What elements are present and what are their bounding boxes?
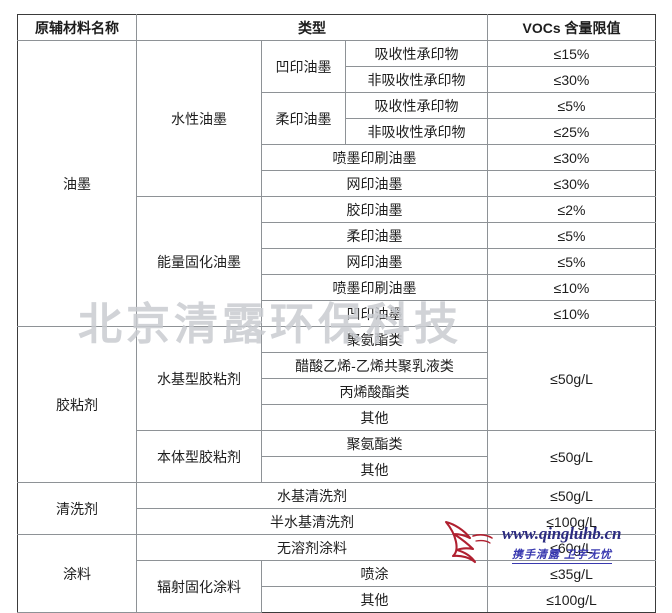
limit-value: ≤50g/L: [487, 482, 656, 509]
table-row: 半水基清洗剂 ≤100g/L: [18, 508, 656, 535]
item-other: 其他: [261, 586, 488, 613]
item-screen-ink: 网印油墨: [261, 248, 488, 275]
subgroup-bulk-adhesive: 本体型胶粘剂: [136, 430, 262, 483]
item-other: 其他: [261, 404, 488, 431]
subgroup-energy-curing-ink: 能量固化油墨: [136, 196, 262, 327]
limit-value: ≤100g/L: [487, 508, 656, 535]
item-solventfree-coating: 无溶剂涂料: [136, 534, 488, 561]
table-row: 涂料 无溶剂涂料 ≤60g/L: [17, 534, 656, 613]
limit-value: ≤60g/L: [487, 534, 656, 561]
limit-value: ≤5%: [487, 248, 656, 275]
subgroup-radiation-curing-coating: 辐射固化涂料: [136, 560, 262, 613]
header-material: 原辅材料名称: [17, 14, 137, 41]
table-row: 其他: [18, 456, 656, 483]
limit-value: ≤2%: [487, 196, 656, 223]
limit-value: ≤50g/L: [487, 326, 656, 431]
subgroup-waterbased-ink: 水性油墨: [136, 40, 262, 197]
item-spray-coating: 喷涂: [261, 560, 488, 587]
material-group-adhesive: 胶粘剂: [17, 326, 137, 483]
document-page: 北京清露环保科技 www.qingluhb.cn 携手清露 卫字无忧 原辅材料名…: [17, 14, 656, 613]
limit-value: ≤30%: [487, 144, 656, 171]
item-semiaqueous-cleaner: 半水基清洗剂: [136, 508, 488, 535]
item-polyurethane: 聚氨酯类: [261, 430, 488, 457]
item-polyurethane: 聚氨酯类: [261, 326, 488, 353]
subitem-nonabsorbent-substrate: 非吸收性承印物: [345, 66, 488, 93]
limit-value: ≤100g/L: [487, 586, 656, 613]
table-row: 喷墨印刷油墨 ≤30%: [18, 144, 656, 171]
item-vae-emulsion: 醋酸乙烯-乙烯共聚乳液类: [261, 352, 488, 379]
voc-limits-table: 原辅材料名称 类型 VOCs 含量限值 油墨 水性油墨 凹印油墨 吸收性承印物 …: [17, 14, 656, 613]
table-row: 非吸收性承印物 ≤25%: [18, 118, 656, 145]
table-row: 凹印油墨 ≤10%: [18, 300, 656, 327]
item-waterbased-cleaner: 水基清洗剂: [136, 482, 488, 509]
table-row: 清洗剂 水基清洗剂 ≤50g/L: [17, 482, 656, 535]
limit-value: ≤30%: [487, 66, 656, 93]
subitem-nonabsorbent-substrate: 非吸收性承印物: [345, 118, 488, 145]
limit-value: ≤5%: [487, 222, 656, 249]
limit-value: ≤35g/L: [487, 560, 656, 587]
material-group-coating: 涂料: [17, 534, 137, 613]
limit-value: ≤25%: [487, 118, 656, 145]
table-row: 网印油墨 ≤5%: [18, 248, 656, 275]
item-inkjet-printing-ink: 喷墨印刷油墨: [261, 144, 488, 171]
subitem-absorbent-substrate: 吸收性承印物: [345, 92, 488, 119]
item-inkjet-printing-ink: 喷墨印刷油墨: [261, 274, 488, 301]
table-row: 胶粘剂 水基型胶粘剂 聚氨酯类 ≤50g/L: [17, 326, 656, 483]
table-row: 喷墨印刷油墨 ≤10%: [18, 274, 656, 301]
item-other: 其他: [261, 456, 488, 483]
table-row: 能量固化油墨 胶印油墨 ≤2%: [18, 196, 656, 327]
limit-value: ≤10%: [487, 300, 656, 327]
table-row: 网印油墨 ≤30%: [18, 170, 656, 197]
table-row: 本体型胶粘剂 聚氨酯类 ≤50g/L: [18, 430, 656, 483]
material-group-ink: 油墨: [17, 40, 137, 327]
limit-value: ≤10%: [487, 274, 656, 301]
table-header-row: 原辅材料名称 类型 VOCs 含量限值: [17, 14, 656, 41]
subitem-absorbent-substrate: 吸收性承印物: [345, 40, 488, 67]
subgroup-waterbased-adhesive: 水基型胶粘剂: [136, 326, 262, 431]
item-flexo-ink: 柔印油墨: [261, 222, 488, 249]
table-row: 柔印油墨 吸收性承印物 ≤5%: [18, 92, 656, 145]
item-flexo-ink: 柔印油墨: [261, 92, 346, 145]
limit-value: ≤30%: [487, 170, 656, 197]
item-gravure-ink: 凹印油墨: [261, 300, 488, 327]
table-row: 油墨 水性油墨 凹印油墨 吸收性承印物 ≤15%: [17, 40, 656, 327]
limit-value: ≤15%: [487, 40, 656, 67]
item-offset-ink: 胶印油墨: [261, 196, 488, 223]
limit-value: ≤5%: [487, 92, 656, 119]
header-type: 类型: [136, 14, 488, 41]
limit-value: ≤50g/L: [487, 430, 656, 483]
item-gravure-ink: 凹印油墨: [261, 40, 346, 93]
header-limit: VOCs 含量限值: [487, 14, 656, 41]
material-group-cleaning-agent: 清洗剂: [17, 482, 137, 535]
item-acrylate: 丙烯酸酯类: [261, 378, 488, 405]
item-screen-ink: 网印油墨: [261, 170, 488, 197]
